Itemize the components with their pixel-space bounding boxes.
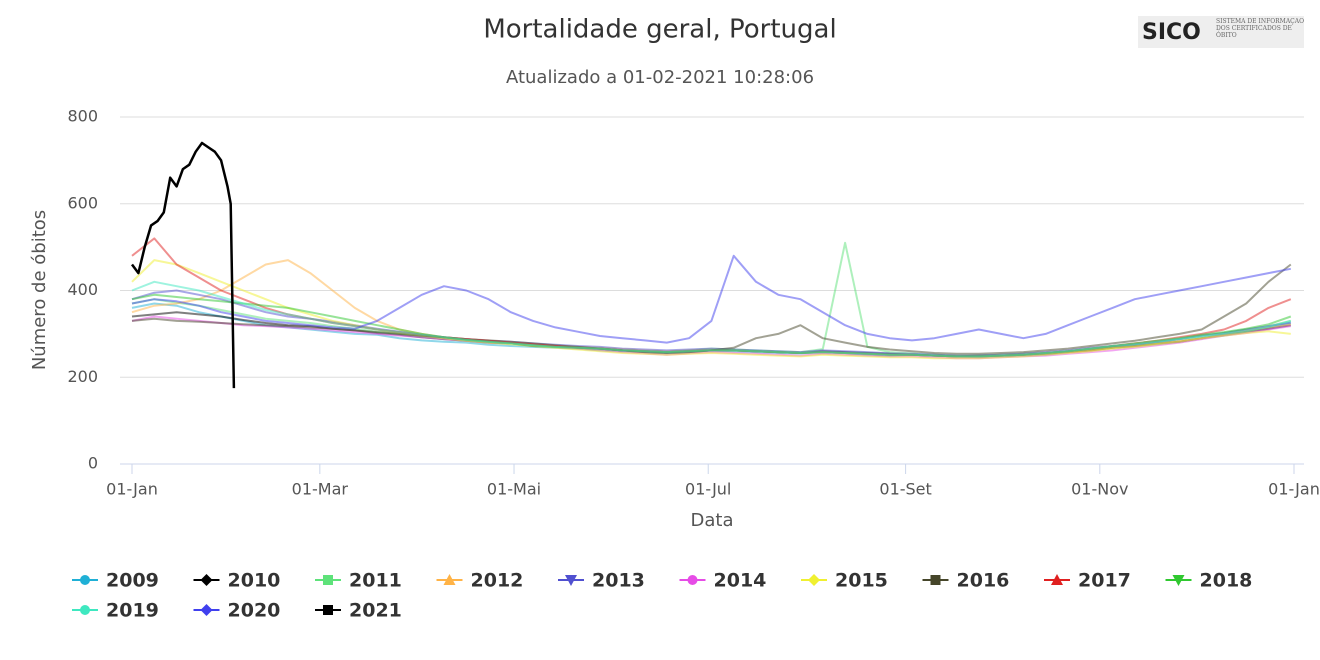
legend-marker: [80, 575, 90, 585]
series-line: [131, 259, 1291, 360]
legend-item[interactable]: 2020: [193, 600, 281, 622]
legend-marker: [323, 575, 333, 585]
legend-label: 2015: [835, 570, 888, 592]
x-tick-label: 01-Jan: [106, 480, 158, 499]
y-axis-label: Número de óbitos: [29, 210, 50, 370]
series-line: [130, 141, 236, 389]
x-tick-label: 01-Jan: [1268, 480, 1320, 499]
legend-marker: [930, 575, 941, 585]
legend-item[interactable]: 2017: [1044, 570, 1131, 592]
legend-item[interactable]: 2010: [193, 570, 281, 592]
legend-item[interactable]: 2021: [315, 600, 402, 622]
legend-label: 2017: [1078, 570, 1131, 592]
x-tick-label: 01-Mar: [292, 480, 349, 499]
legend-marker: [1051, 574, 1063, 585]
y-tick-label: 800: [67, 107, 98, 126]
series-line: [131, 280, 1292, 358]
legend-label: 2013: [592, 570, 645, 592]
y-tick-label: 600: [67, 193, 98, 212]
legend-label: 2012: [471, 570, 524, 592]
legend-marker: [200, 604, 213, 616]
legend-label: 2010: [228, 570, 281, 592]
legend-label: 2014: [714, 570, 767, 592]
legend-label: 2011: [349, 570, 402, 592]
legend-item[interactable]: 2011: [315, 570, 402, 592]
legend-marker: [687, 575, 698, 585]
legend-label: 2020: [228, 600, 281, 622]
legend-marker: [808, 574, 820, 586]
legend-marker: [443, 574, 456, 585]
x-axis-label: Data: [691, 510, 734, 531]
chart-title: Mortalidade geral, Portugal: [483, 15, 836, 45]
y-tick-label: 400: [67, 280, 98, 299]
x-tick-label: 01-Jul: [685, 480, 731, 499]
legend-marker: [323, 605, 333, 615]
x-tick-label: 01-Mai: [487, 480, 541, 499]
legend-label: 2019: [106, 600, 159, 622]
legend-item[interactable]: 2012: [436, 570, 524, 592]
legend-label: 2018: [1200, 570, 1253, 592]
chart-subtitle: Atualizado a 01-02-2021 10:28:06: [506, 67, 814, 88]
logo-caption: SISTEMA DE INFORMAÇÃO DOS CERTIFICADOS D…: [1216, 18, 1304, 39]
y-tick-label: 200: [67, 367, 98, 386]
logo-caption-box: SISTEMA DE INFORMAÇÃO DOS CERTIFICADOS D…: [1216, 18, 1304, 39]
logo-name: SICO: [1142, 20, 1201, 45]
legend-item[interactable]: 2016: [922, 570, 1010, 592]
legend-item[interactable]: 2019: [72, 600, 159, 622]
legend-label: 2009: [106, 570, 159, 592]
legend-item[interactable]: 2018: [1165, 570, 1253, 592]
series-line: [131, 237, 1292, 358]
legend-item[interactable]: 2009: [72, 570, 159, 592]
legend-marker: [1172, 575, 1185, 586]
legend-item[interactable]: 2014: [679, 570, 767, 592]
series-line: [131, 263, 1292, 355]
legend-marker: [200, 574, 213, 586]
series-line: [131, 241, 1292, 357]
legend-label: 2021: [349, 600, 402, 622]
legend-label: 2016: [957, 570, 1010, 592]
series-line: [131, 254, 1291, 344]
logo-box: [1138, 16, 1304, 48]
legend-item[interactable]: 2015: [801, 570, 888, 592]
x-tick-label: 01-Nov: [1071, 480, 1128, 499]
legend-item[interactable]: 2013: [558, 570, 645, 592]
x-tick-label: 01-Set: [879, 480, 931, 499]
legend-marker: [80, 605, 90, 615]
legend-marker: [565, 575, 577, 586]
y-tick-label: 0: [88, 454, 98, 473]
